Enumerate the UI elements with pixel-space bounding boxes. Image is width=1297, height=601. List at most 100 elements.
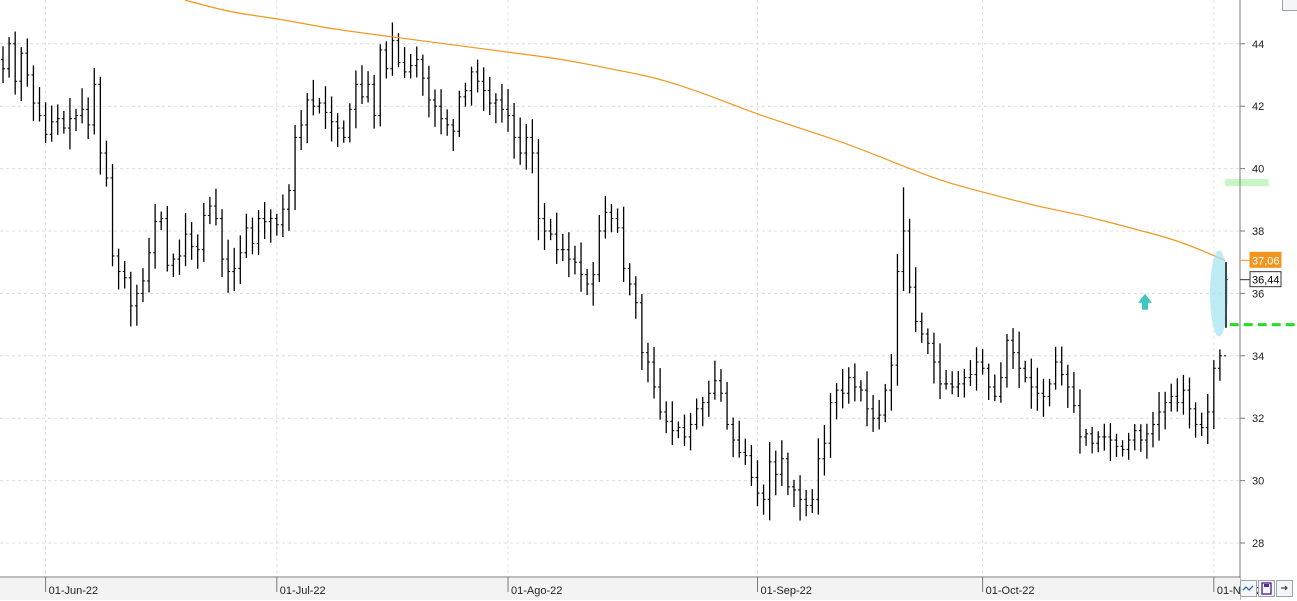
ohlc-bar bbox=[128, 271, 133, 327]
save-icon[interactable] bbox=[1258, 580, 1275, 597]
ohlc-bar bbox=[944, 369, 949, 390]
ohlc-bar bbox=[341, 120, 346, 143]
ohlc-bar bbox=[865, 371, 870, 427]
ohlc-bar bbox=[737, 420, 742, 458]
ohlc-bar bbox=[493, 93, 498, 124]
ohlc-bar bbox=[664, 401, 669, 434]
ohlc-bar bbox=[19, 47, 24, 102]
ohlc-bar bbox=[907, 218, 912, 294]
ohlc-bar bbox=[329, 96, 334, 142]
ohlc-bar bbox=[1193, 402, 1198, 438]
ohlc-bar bbox=[92, 68, 97, 135]
ohlc-bar bbox=[378, 44, 383, 127]
ohlc-bar bbox=[919, 312, 924, 343]
ohlc-bar bbox=[950, 371, 955, 395]
ohlc-bar bbox=[755, 460, 760, 507]
ohlc-bar bbox=[317, 97, 322, 114]
ohlc-bar bbox=[1004, 334, 1009, 388]
y-tick-label: 40 bbox=[1252, 164, 1264, 176]
ohlc-bar bbox=[1084, 428, 1089, 446]
ohlc-bar bbox=[597, 215, 602, 283]
ohlc-bar bbox=[658, 368, 663, 420]
ohlc-bar bbox=[682, 414, 687, 446]
ohlc-bar bbox=[499, 83, 504, 123]
ohlc-bar bbox=[1157, 391, 1162, 441]
ohlc-bar bbox=[274, 213, 279, 236]
ohlc-bar bbox=[323, 86, 328, 130]
ohlc-bar bbox=[165, 206, 170, 272]
ohlc-bar bbox=[359, 65, 364, 105]
ohlc-bar bbox=[956, 370, 961, 397]
up-arrow-icon bbox=[1138, 293, 1152, 310]
ohlc-bar bbox=[372, 74, 377, 129]
x-tick-label: 01-Ago-22 bbox=[511, 585, 562, 597]
ohlc-bar bbox=[1071, 372, 1076, 413]
ohlc-bar bbox=[353, 70, 358, 129]
ohlc-bar bbox=[134, 284, 139, 326]
ohlc-bar bbox=[840, 368, 845, 409]
ohlc-bar bbox=[566, 232, 571, 278]
ohlc-bar bbox=[481, 67, 486, 111]
ohlc-bar bbox=[798, 475, 803, 521]
ohlc-bar bbox=[104, 140, 109, 187]
axes bbox=[0, 0, 1241, 600]
ohlc-bar bbox=[457, 90, 462, 138]
ohlc-bar bbox=[1035, 367, 1040, 411]
ohlc-bar bbox=[299, 110, 304, 151]
ohlc-bar bbox=[7, 37, 12, 78]
ohlc-bar bbox=[408, 54, 413, 79]
ohlc-bar bbox=[37, 87, 42, 122]
ohlc-bar bbox=[694, 398, 699, 430]
ohlc-bar bbox=[773, 450, 778, 496]
ohlc-bar bbox=[779, 440, 784, 487]
ohlc-bar bbox=[524, 124, 529, 170]
ohlc-bar bbox=[238, 235, 243, 285]
ohlc-bar bbox=[213, 188, 218, 226]
ohlc-bar bbox=[676, 421, 681, 439]
ma-price-badge: 37,06 bbox=[1240, 251, 1282, 268]
ohlc-bar bbox=[420, 54, 425, 96]
options-icon[interactable] bbox=[1276, 580, 1293, 597]
ohlc-bar bbox=[506, 89, 511, 132]
ohlc-bar bbox=[718, 369, 723, 402]
ohlc-bar bbox=[1065, 364, 1070, 408]
ohlc-bar bbox=[1217, 349, 1222, 381]
resistance-levels bbox=[1225, 179, 1297, 327]
ohlc-bar bbox=[74, 108, 79, 131]
ohlc-bar bbox=[591, 261, 596, 306]
ohlc-bar bbox=[268, 209, 273, 243]
x-tick-label: 01-Jun-22 bbox=[49, 585, 99, 597]
ohlc-bar bbox=[171, 253, 176, 278]
top-right-toggle-button[interactable] bbox=[1282, 0, 1297, 11]
ohlc-bar bbox=[542, 202, 547, 250]
ohlc-bar bbox=[335, 113, 340, 147]
ohlc-bar bbox=[396, 33, 401, 68]
ohlc-bar bbox=[80, 88, 85, 124]
ohlc-bar bbox=[159, 211, 164, 231]
ohlc-bar bbox=[1017, 331, 1022, 388]
ohlc-bar bbox=[207, 196, 212, 225]
ohlc-bar bbox=[49, 105, 54, 142]
ohlc-bar bbox=[1169, 383, 1174, 412]
ohlc-bar bbox=[1150, 411, 1155, 448]
ohlc-bar bbox=[1120, 440, 1125, 457]
ohlc-bar bbox=[67, 97, 72, 150]
ohlc-bar bbox=[280, 194, 285, 238]
ohlc-bar bbox=[1163, 391, 1168, 430]
ohlc-bar bbox=[913, 267, 918, 333]
ohlc-bar bbox=[761, 484, 766, 515]
ohlc-bar bbox=[1132, 424, 1137, 451]
ohlc-bar bbox=[232, 247, 237, 292]
ohlc-bar bbox=[43, 102, 48, 143]
ohlc-bar bbox=[889, 353, 894, 411]
ohlc-bar bbox=[451, 118, 456, 151]
chart-scale-icon[interactable] bbox=[1240, 580, 1257, 597]
ohlc-bar bbox=[61, 110, 66, 134]
x-tick-label: 01-Jul-22 bbox=[280, 585, 326, 597]
ohlc-bar bbox=[828, 393, 833, 458]
svg-text:36,44: 36,44 bbox=[1252, 275, 1280, 287]
ohlc-bar bbox=[579, 242, 584, 292]
ohlc-bar bbox=[25, 38, 30, 87]
ohlc-bar bbox=[986, 363, 991, 401]
moving-average-line bbox=[184, 0, 1226, 261]
